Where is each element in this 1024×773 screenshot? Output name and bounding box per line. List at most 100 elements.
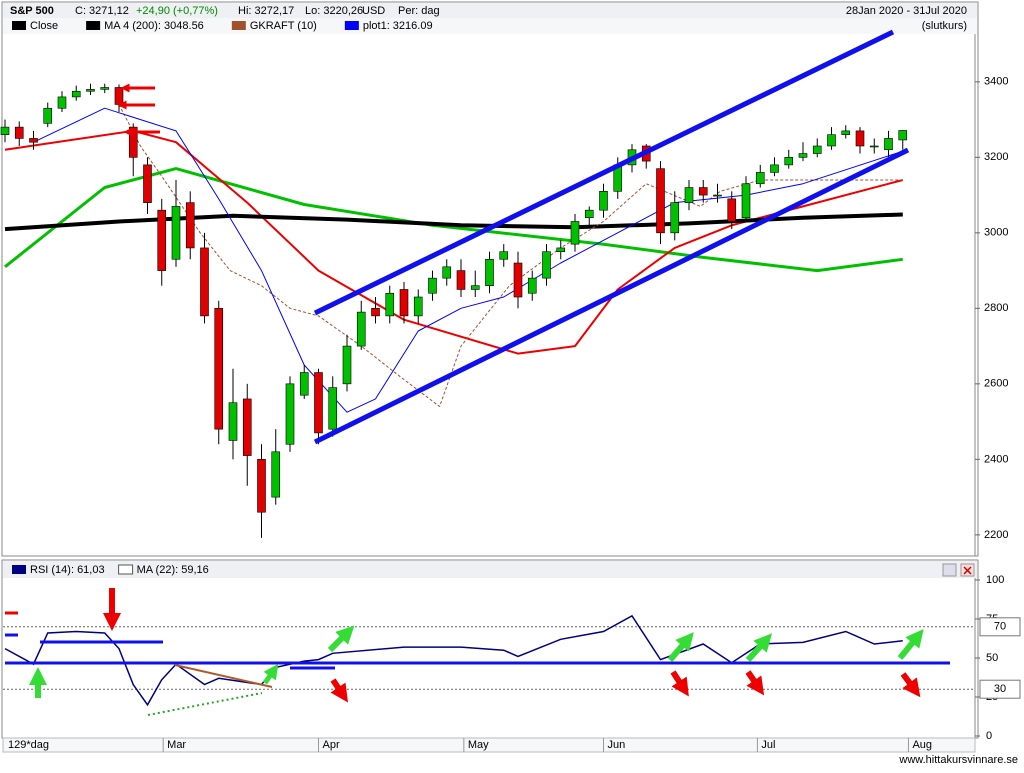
candle-body [342,345,352,385]
candle-body [841,130,851,135]
candle-body [228,402,238,441]
rsi-line [4,614,903,707]
price-frame [1,1,979,557]
candle-body [770,164,779,173]
y-tick-label: 2800 [984,302,1008,314]
candle-body [0,126,10,135]
legend-bar [3,18,977,34]
arrow [900,672,921,698]
y-tick-label: 3000 [984,227,1008,239]
candle-body [755,172,765,185]
candle-body [741,183,751,219]
legend-swatch [231,21,246,30]
candle-body [242,398,252,456]
candle-body [128,126,138,158]
arrow [670,670,689,697]
candle-body [513,262,523,298]
y-tick-label: 0 [986,730,992,742]
arrow [667,632,694,662]
x-axis-bar [2,737,976,753]
candle-body [413,296,423,317]
candle-body [827,134,836,147]
candle-body [185,202,195,249]
arrow [327,625,355,653]
y-tick-label: 50 [986,652,998,664]
info: +24,90 (+0,77%) [136,5,218,17]
rsi-header [3,561,977,578]
legend-label: plot1: 3216.09 [363,20,433,32]
candle-body [456,270,466,290]
candle-body [584,209,594,219]
candle-body [29,138,38,143]
y-tick-label: 2200 [984,529,1008,541]
channel-upper [313,29,895,316]
candle-body [100,87,110,90]
settings-button[interactable] [942,563,957,577]
candle-body [285,383,295,445]
x-tick-label: Jul [761,739,775,751]
y-tick-label: 3200 [984,151,1008,163]
x-tick-label: Mar [167,739,186,751]
candle-body [356,311,366,347]
candle-body [570,221,580,245]
candle-body [385,292,395,317]
level-label: 30 [994,683,1006,695]
legend-label: RSI (14): 61,03 [30,564,105,576]
y-tick-label: 100 [986,574,1004,586]
legend-label: MA (22): 59,16 [137,564,209,576]
candle-body [257,459,266,513]
info: Per: dag [398,5,440,17]
trend-line [147,692,263,716]
info: Lo: 3220,26 [305,5,363,17]
candle-body [299,372,309,396]
x-tick-label: Jun [607,739,625,751]
candle-body [869,145,879,148]
arrow [745,670,765,696]
candle-body [670,202,680,234]
level-box [979,617,1021,637]
candle-body [157,209,167,271]
line-series [33,107,903,413]
legend-label: Close [30,20,58,32]
candle-body [470,285,480,290]
x-tick-label: Aug [912,739,932,751]
period-label: 129*dag [8,739,49,751]
candle-body [86,89,95,92]
arrow [745,633,773,663]
candle-body [812,145,822,154]
candle-body [542,251,551,279]
plot: 2200240026002800300032003400025507510070… [0,76,1021,752]
candle-body [399,289,409,317]
info: C: 3271,12 [75,5,129,17]
arrow [330,678,348,703]
legend-swatch [344,21,359,30]
candle-body [855,130,865,147]
legend-swatch [118,564,134,575]
legend-swatch [12,21,26,30]
candle-body [371,308,380,317]
y-tick-label: 2400 [984,453,1008,465]
level-label: 70 [994,621,1006,633]
legend-swatch [12,565,26,574]
y-tick-label: 2600 [984,378,1008,390]
candle-body [713,194,722,197]
candle-body [698,187,708,196]
candle-body [884,138,893,151]
candle-body [143,164,152,203]
candle-body [556,247,566,253]
y-tick-label: 3400 [984,76,1008,88]
date-range: 28Jan 2020 - 31Jul 2020 [846,5,967,17]
annotations [5,29,950,716]
candle-body [485,258,494,286]
header-bar [3,3,977,18]
candle-body [171,206,181,260]
channel-lower [313,147,910,445]
candle-body [71,90,81,98]
candle-body [57,96,67,109]
candle-body [499,251,509,260]
candle-body [599,191,608,211]
candle-body [684,187,694,203]
